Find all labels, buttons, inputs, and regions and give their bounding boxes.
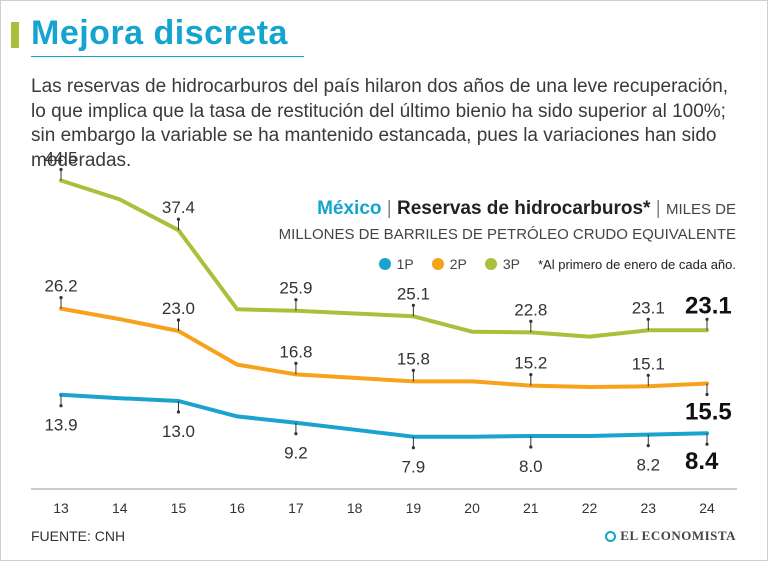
label-3p-13-tick-dot	[59, 167, 63, 172]
chart-legend: 1P 2P 3P *Al primero de enero de cada añ…	[378, 256, 736, 272]
label-3p-19-tick-dot	[411, 303, 415, 307]
x-tick-label-21: 21	[523, 500, 539, 516]
label-1p-24-tick-dot	[705, 442, 709, 446]
x-tick-label-24: 24	[699, 500, 715, 516]
label-2p-23: 15.1	[632, 354, 665, 373]
label-1p-19: 7.9	[402, 458, 426, 477]
chart-separator: |	[386, 198, 392, 219]
label-1p-21: 8.0	[519, 457, 543, 476]
label-1p-23-tick-dot	[646, 444, 650, 448]
label-2p-24-tick-dot	[705, 392, 709, 397]
label-2p-24: 15.5	[685, 399, 732, 426]
label-3p-15-tick-dot	[176, 217, 181, 221]
legend-label-2p: 2P	[449, 256, 467, 272]
label-1p-15: 13.0	[162, 422, 195, 441]
x-tick-label-14: 14	[112, 500, 128, 516]
label-2p-13: 26.2	[44, 277, 77, 296]
label-2p-23-tick-dot	[646, 373, 650, 377]
x-tick-label-17: 17	[288, 500, 304, 516]
intro-paragraph: Las reservas de hidrocarburos del país h…	[31, 76, 729, 171]
x-tick-label-13: 13	[53, 500, 69, 516]
x-tick-label-18: 18	[347, 500, 363, 516]
chart-title-line: México | Reservas de hidrocarburos* | MI…	[279, 198, 736, 220]
brand-name: EL ECONOMISTA	[620, 528, 736, 543]
chart-units-2: MILLONES DE BARRILES DE PETRÓLEO CRUDO E…	[278, 226, 736, 243]
chart-country: México	[317, 198, 382, 219]
label-2p-15: 23.0	[162, 299, 195, 318]
x-tick-label-15: 15	[171, 500, 187, 516]
x-tick-label-16: 16	[229, 500, 245, 516]
label-3p-21: 22.8	[514, 300, 547, 319]
chart-separator-2: |	[655, 198, 661, 219]
page-title: Mejora discreta	[31, 14, 288, 52]
legend-label-3p: 3P	[502, 256, 520, 272]
legend-dot-3p	[484, 258, 497, 270]
label-3p-23: 23.1	[632, 298, 665, 317]
x-tick-label-22: 22	[582, 500, 598, 516]
label-1p-17-tick-dot	[294, 432, 298, 436]
label-1p-17: 9.2	[284, 444, 308, 463]
title-accent-bar	[11, 22, 19, 48]
label-1p-13-tick-dot	[59, 404, 63, 408]
label-2p-19-tick-dot	[411, 368, 415, 372]
label-2p-17-tick-dot	[294, 361, 298, 365]
series-line-1p	[59, 392, 709, 439]
label-1p-21-tick-dot	[529, 445, 533, 449]
source-note: FUENTE: CNH	[31, 528, 126, 544]
label-2p-15-tick-dot	[176, 318, 181, 322]
label-3p-21-tick-dot	[529, 319, 533, 323]
chart-units-1: MILES DE	[665, 201, 736, 218]
label-1p-13: 13.9	[44, 416, 77, 435]
chart-title: Reservas de hidrocarburos*	[397, 198, 651, 219]
label-2p-21-tick-dot	[529, 373, 533, 377]
label-1p-19-tick-dot	[411, 446, 415, 450]
x-tick-label-23: 23	[640, 500, 656, 516]
label-3p-17: 25.9	[279, 279, 312, 298]
label-2p-13-tick-dot	[59, 296, 63, 300]
label-1p-15-tick-dot	[176, 410, 181, 414]
label-1p-23: 8.2	[636, 456, 660, 475]
label-3p-24-tick-dot	[705, 317, 709, 321]
legend-label-1p: 1P	[396, 256, 414, 272]
label-2p-21: 15.2	[514, 354, 547, 373]
label-3p-19: 25.1	[397, 284, 430, 303]
label-2p-19: 15.8	[397, 349, 430, 368]
label-3p-23-tick-dot	[646, 317, 650, 321]
x-tick-label-20: 20	[464, 500, 480, 516]
chart-header: México | Reservas de hidrocarburos* | MI…	[279, 198, 736, 243]
x-tick-label-19: 19	[406, 500, 422, 516]
brand-mark: EL ECONOMISTA	[605, 528, 736, 544]
label-3p-24: 23.1	[685, 292, 732, 319]
label-3p-15: 37.4	[162, 198, 195, 217]
series-line-2p	[59, 306, 709, 389]
label-1p-24: 8.4	[685, 448, 719, 475]
series-line-3p	[59, 178, 709, 339]
label-3p-13: 44.5	[44, 149, 77, 168]
legend-dot-2p	[431, 258, 444, 270]
legend-dot-1p	[378, 258, 391, 270]
title-underline	[31, 56, 304, 57]
chart-footnote: *Al primero de enero de cada año.	[537, 256, 736, 272]
brand-logo-icon	[605, 530, 617, 542]
label-3p-17-tick-dot	[294, 298, 298, 302]
label-2p-17: 16.8	[279, 342, 312, 361]
